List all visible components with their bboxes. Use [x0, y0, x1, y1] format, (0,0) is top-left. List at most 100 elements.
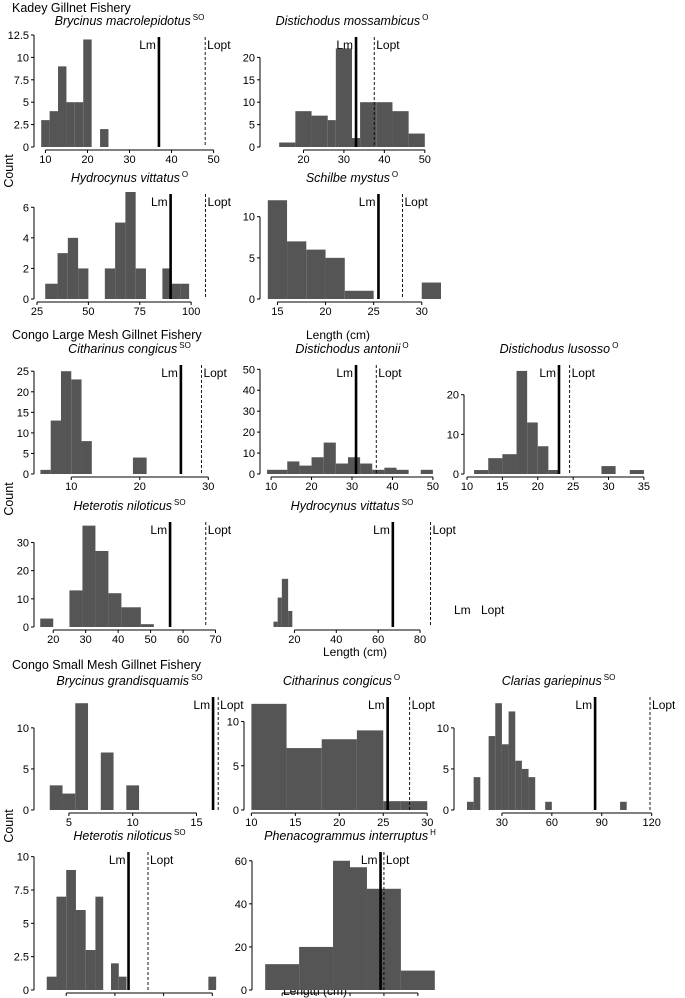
histogram-bar: [100, 129, 109, 147]
histogram-bar: [333, 860, 350, 990]
y-tick-label: 5: [23, 448, 29, 460]
panel-title-superscript: H: [430, 828, 436, 837]
y-tick-label: 5: [233, 761, 239, 773]
y-tick-label: 4: [23, 233, 29, 245]
kadey-y-axis-label: Count: [2, 154, 16, 188]
histogram-bar: [502, 454, 517, 474]
histogram-bar: [335, 463, 348, 474]
histogram-bar: [299, 946, 334, 990]
y-tick-label: 10: [227, 717, 239, 729]
histogram-bar: [135, 268, 146, 299]
x-tick-label: 5: [66, 817, 72, 829]
x-tick-label: 25: [567, 481, 579, 493]
x-tick-label: 20: [134, 481, 146, 493]
y-tick-label: 25: [17, 366, 29, 378]
y-tick-label: 10: [17, 52, 29, 64]
histogram-bar: [46, 976, 57, 990]
histogram-bar: [601, 466, 616, 474]
histogram-bar: [180, 283, 190, 299]
histogram-bar: [81, 441, 92, 474]
x-tick-label: 30: [421, 817, 433, 829]
y-tick-label: 15: [17, 407, 29, 419]
histogram-bar: [421, 282, 441, 299]
histogram-bar: [620, 801, 627, 810]
y-tick-label: 40: [235, 899, 247, 911]
histogram-bar: [420, 469, 433, 474]
histogram-bar: [58, 66, 67, 147]
histogram-bar: [74, 102, 84, 147]
panel-title: Distichodus lusosso O: [500, 341, 619, 356]
y-tick-label: 20: [447, 390, 459, 402]
histogram-bar: [466, 801, 474, 810]
histogram-bar: [408, 133, 425, 147]
x-tick-label: 40: [330, 634, 342, 646]
x-tick-label: 50: [419, 154, 431, 166]
x-tick-label: 20: [532, 481, 544, 493]
y-tick-label: 30: [17, 538, 29, 550]
lopt-label: Lopt: [207, 38, 231, 52]
y-tick-label: 10: [17, 723, 29, 735]
panel-8: Hydrocynus vittatus SO 20 40 60 80 Lm Lopt: [273, 498, 457, 646]
histogram-bar: [67, 237, 79, 299]
histogram-bar: [350, 867, 367, 990]
panel-title-superscript: O: [182, 170, 188, 179]
histogram-bar: [140, 624, 154, 627]
congo-small-y-axis-label: Count: [2, 809, 16, 843]
x-tick-label: 60: [372, 634, 384, 646]
lm-label: Lm: [575, 698, 592, 712]
y-tick-label: 15: [243, 75, 255, 87]
panel-title-superscript: O: [394, 673, 400, 682]
histogram-bar: [60, 371, 72, 474]
histogram-bar: [396, 469, 409, 474]
x-tick-label: 40: [165, 154, 177, 166]
x-tick-label: 120: [643, 817, 661, 829]
x-tick-label: 30: [202, 481, 214, 493]
y-tick-label: 10: [447, 429, 459, 441]
y-tick-label: 10: [437, 723, 449, 735]
panel-title: Phenacogrammus interruptus H: [264, 828, 436, 843]
histogram-bar: [383, 888, 401, 990]
histogram-bar: [392, 111, 409, 147]
panel-2: Hydrocynus vittatus O 25 50 75 100 0 2 4 6 Lm Lopt: [23, 170, 232, 318]
panel-title: Brycinus grandisquamis SO: [56, 673, 202, 688]
legend-lm: Lm: [454, 603, 471, 617]
x-tick-label: 30: [123, 154, 135, 166]
histogram-bar: [49, 785, 63, 810]
histogram-bar: [66, 870, 76, 990]
lopt-label: Lopt: [208, 523, 232, 537]
panel-title-superscript: O: [612, 341, 618, 350]
panel-7: Heterotis niloticus SO 20 30 40 50 60 70 0 10 20 30…: [17, 498, 232, 646]
histogram-bar: [508, 711, 516, 810]
histogram-bar: [295, 111, 312, 147]
x-tick-label: 60: [177, 634, 189, 646]
y-tick-label: 20: [243, 427, 255, 439]
panel-3: Schilbe mystus O 15 20 25 30 0 5 10 Lm Lopt: [243, 170, 441, 318]
x-tick-label: 50: [207, 154, 219, 166]
x-tick-label: 10: [265, 481, 277, 493]
x-tick-label: 15: [271, 306, 283, 318]
x-tick-label: 30: [80, 634, 92, 646]
x-tick-label: 20: [81, 154, 93, 166]
y-tick-label: 5: [249, 253, 255, 265]
y-tick-label: 5: [23, 97, 29, 109]
lopt-label: Lopt: [378, 366, 402, 380]
panel-title: Hydrocynus vittatus O: [71, 170, 188, 185]
y-tick-label: 0: [23, 805, 29, 817]
histogram-bar: [50, 420, 61, 474]
histogram-bar: [95, 896, 104, 990]
histogram-bar: [83, 39, 92, 148]
x-tick-label: 35: [638, 481, 650, 493]
histogram-bar: [287, 461, 300, 474]
x-tick-label: 20: [47, 634, 59, 646]
y-tick-label: 12.5: [8, 30, 29, 42]
panel-title-superscript: O: [402, 341, 408, 350]
legend-lopt: Lopt: [481, 603, 505, 617]
lopt-label: Lopt: [412, 698, 436, 712]
lm-label: Lm: [109, 853, 126, 867]
x-tick-label: 10: [39, 154, 51, 166]
x-tick-label: 30: [602, 481, 614, 493]
lm-label: Lm: [336, 38, 353, 52]
x-tick-label: 15: [289, 817, 301, 829]
